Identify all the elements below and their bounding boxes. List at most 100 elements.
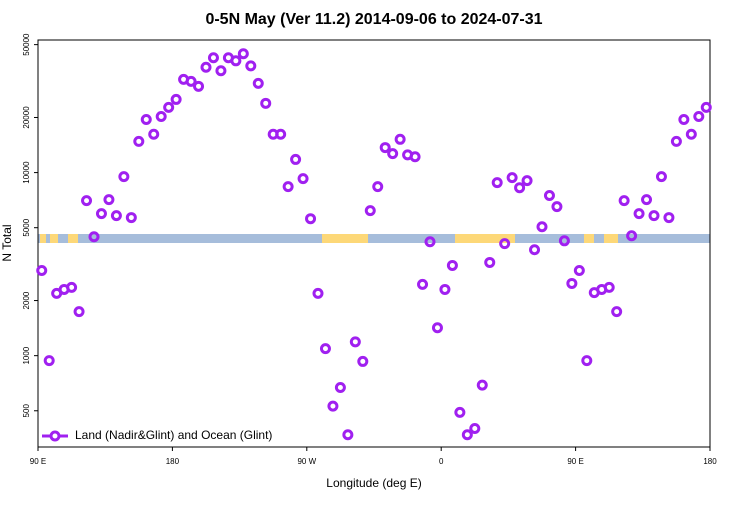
data-point xyxy=(446,259,458,271)
ocean-band xyxy=(38,234,710,243)
data-point xyxy=(454,406,466,418)
data-point xyxy=(245,60,257,72)
x-tick-label: 180 xyxy=(166,457,180,466)
data-point xyxy=(394,133,406,145)
y-tick-label: 5000 xyxy=(22,218,31,236)
data-point xyxy=(118,171,130,183)
y-axis-label: N Total xyxy=(0,224,14,261)
data-point xyxy=(282,181,294,193)
data-point xyxy=(275,128,287,140)
land-band xyxy=(68,234,78,243)
data-point xyxy=(379,142,391,154)
x-axis-label: Longitude (deg E) xyxy=(326,476,421,490)
data-point xyxy=(655,171,667,183)
land-band xyxy=(40,234,46,243)
data-point xyxy=(103,194,115,206)
data-point xyxy=(349,336,361,348)
land-band xyxy=(455,234,515,243)
data-point xyxy=(499,238,511,250)
data-point xyxy=(260,97,272,109)
x-tick-label: 90 E xyxy=(30,457,46,466)
data-point xyxy=(357,355,369,367)
data-point xyxy=(73,306,85,318)
y-tick-label: 10000 xyxy=(22,161,31,184)
data-point xyxy=(125,212,137,224)
data-point xyxy=(81,195,93,207)
x-tick-label: 180 xyxy=(703,457,717,466)
land-band xyxy=(50,234,58,243)
data-point xyxy=(193,80,205,92)
data-point xyxy=(297,173,309,185)
data-point xyxy=(529,244,541,256)
data-point xyxy=(140,113,152,125)
data-point xyxy=(633,208,645,220)
data-point xyxy=(641,194,653,206)
data-point xyxy=(700,101,712,113)
data-point xyxy=(372,181,384,193)
data-point xyxy=(685,128,697,140)
data-point xyxy=(603,281,615,293)
data-point xyxy=(88,231,100,243)
data-point xyxy=(558,235,570,247)
data-point xyxy=(514,182,526,194)
land-band xyxy=(322,234,368,243)
data-point xyxy=(573,264,585,276)
data-point xyxy=(618,195,630,207)
data-point xyxy=(95,208,107,220)
data-point xyxy=(536,221,548,233)
data-point xyxy=(551,201,563,213)
data-point xyxy=(678,113,690,125)
data-point xyxy=(36,264,48,276)
data-point xyxy=(648,210,660,222)
data-point xyxy=(663,212,675,224)
data-point xyxy=(431,322,443,334)
data-point xyxy=(170,93,182,105)
data-point xyxy=(491,177,503,189)
plot-frame xyxy=(37,39,711,448)
data-point xyxy=(230,55,242,67)
data-point xyxy=(417,278,429,290)
data-point xyxy=(521,175,533,187)
data-point xyxy=(566,277,578,289)
data-point xyxy=(327,400,339,412)
data-point xyxy=(215,65,227,77)
y-tick-label: 500 xyxy=(22,404,31,418)
y-tick-label: 50000 xyxy=(22,33,31,56)
chart-title: 0-5N May (Ver 11.2) 2014-09-06 to 2024-0… xyxy=(205,11,542,28)
surface-strip xyxy=(38,234,710,243)
y-tick-label: 1000 xyxy=(22,346,31,364)
x-tick-label: 90 E xyxy=(567,457,583,466)
data-point xyxy=(207,52,219,64)
data-point xyxy=(506,172,518,184)
data-point xyxy=(342,429,354,441)
data-point xyxy=(581,355,593,367)
data-point xyxy=(334,382,346,394)
data-point xyxy=(43,355,55,367)
data-point xyxy=(484,256,496,268)
data-point xyxy=(469,423,481,435)
x-tick-label: 0 xyxy=(439,457,444,466)
data-point xyxy=(66,281,78,293)
land-band xyxy=(584,234,594,243)
data-point xyxy=(252,77,264,89)
data-point xyxy=(290,153,302,165)
data-point xyxy=(185,75,197,87)
data-point xyxy=(319,343,331,355)
data-point xyxy=(439,283,451,295)
data-point xyxy=(200,61,212,73)
land-band xyxy=(604,234,618,243)
data-point xyxy=(155,110,167,122)
x-tick-label: 90 W xyxy=(297,457,316,466)
data-point xyxy=(364,205,376,217)
data-point xyxy=(110,210,122,222)
data-point xyxy=(237,48,249,60)
data-point xyxy=(424,236,436,248)
data-point xyxy=(670,135,682,147)
data-point xyxy=(148,128,160,140)
data-point xyxy=(476,379,488,391)
y-tick-label: 20000 xyxy=(22,106,31,129)
data-point xyxy=(693,110,705,122)
data-point xyxy=(312,287,324,299)
